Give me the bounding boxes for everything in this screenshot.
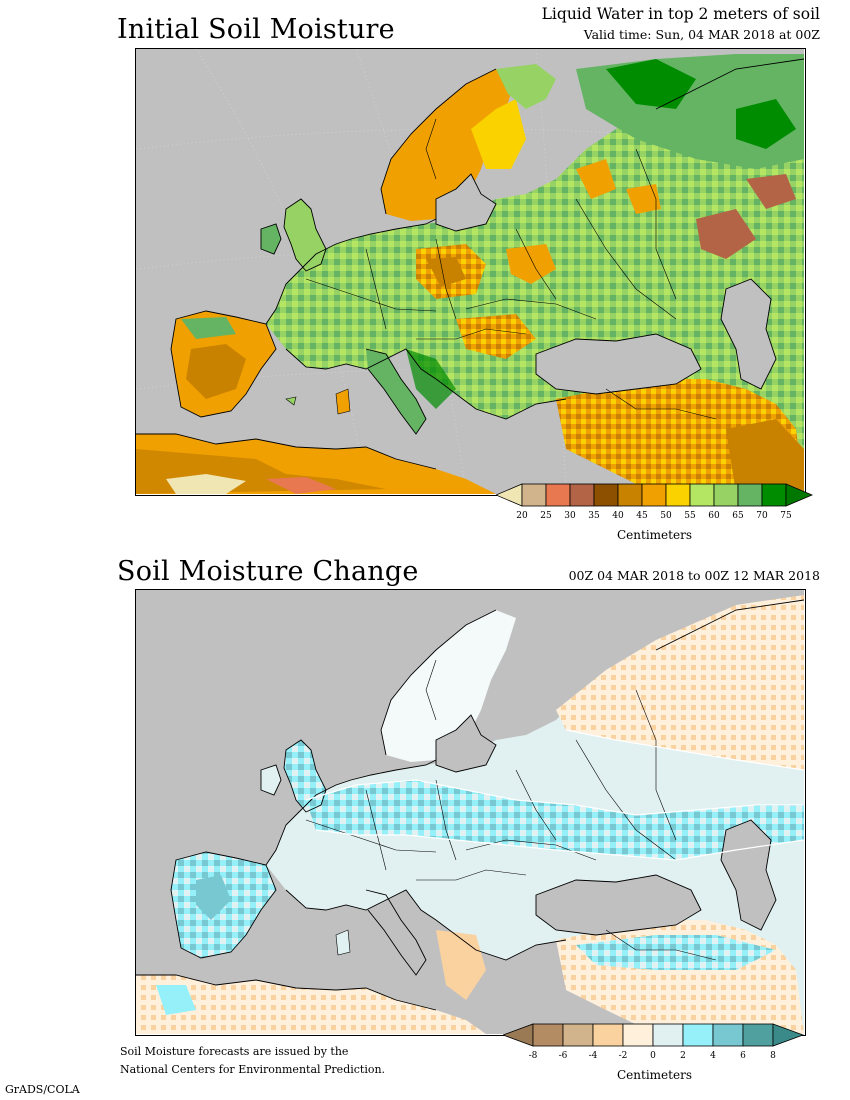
colorbar-swatch bbox=[761, 483, 787, 507]
colorbar-tick-label: -4 bbox=[588, 1051, 598, 1061]
colorbar-tick-label: 8 bbox=[770, 1051, 776, 1061]
british-isles-land bbox=[284, 199, 326, 271]
colorbar-swatch bbox=[617, 483, 643, 507]
colorbar-swatch bbox=[712, 1023, 744, 1047]
baltic-sea bbox=[435, 173, 497, 232]
caspian-sea bbox=[720, 278, 777, 390]
colorbar-swatch bbox=[682, 1023, 714, 1047]
colorbar-tick-label: 6 bbox=[740, 1051, 746, 1061]
colorbar-swatch bbox=[689, 483, 715, 507]
credit-line-1: Soil Moisture forecasts are issued by th… bbox=[120, 1045, 349, 1058]
colorbar-tick-label: 20 bbox=[516, 511, 528, 521]
colorbar-tick-label: 45 bbox=[636, 511, 648, 521]
colorbar-tick-label: 60 bbox=[708, 511, 720, 521]
colorbar-tick-label: -8 bbox=[528, 1051, 538, 1061]
credit-line-2: National Centers for Environmental Predi… bbox=[120, 1063, 386, 1076]
soil-moisture-change-colorbar bbox=[503, 1023, 805, 1047]
colorbar-tick-label: 4 bbox=[710, 1051, 716, 1061]
colorbar-swatch bbox=[545, 483, 571, 507]
colorbar-low-arrow bbox=[503, 1023, 534, 1047]
colorbar-swatch bbox=[742, 1023, 774, 1047]
colorbar-tick-label: -6 bbox=[558, 1051, 568, 1061]
colorbar-low-arrow bbox=[496, 483, 523, 507]
colorbar-tick-label: 50 bbox=[660, 511, 672, 521]
panel2-colorbar-units: Centimeters bbox=[617, 1068, 692, 1082]
colorbar-tick-label: 35 bbox=[588, 511, 600, 521]
colorbar-swatch bbox=[521, 483, 547, 507]
colorbar-swatch bbox=[713, 483, 739, 507]
colorbar-tick-label: -2 bbox=[618, 1051, 628, 1061]
colorbar-tick-label: 40 bbox=[612, 511, 624, 521]
caspian-sea-2 bbox=[720, 819, 777, 931]
colorbar-tick-label: 2 bbox=[680, 1051, 686, 1061]
colorbar-tick-label: 65 bbox=[732, 511, 744, 521]
soil-moisture-colorbar bbox=[496, 483, 814, 507]
colorbar-tick-label: 25 bbox=[540, 511, 552, 521]
panel1-title: Initial Soil Moisture bbox=[117, 14, 395, 45]
colorbar-tick-label: 55 bbox=[684, 511, 696, 521]
panel1-colorbar-units: Centimeters bbox=[617, 528, 692, 542]
colorbar-swatch bbox=[652, 1023, 684, 1047]
colorbar-swatch bbox=[665, 483, 691, 507]
colorbar-swatch bbox=[562, 1023, 594, 1047]
scandinavia-land bbox=[381, 69, 516, 221]
colorbar-tick-label: 0 bbox=[650, 1051, 656, 1061]
soil-moisture-map bbox=[135, 48, 806, 496]
colorbar-swatch bbox=[737, 483, 763, 507]
colorbar-high-arrow bbox=[785, 483, 814, 507]
black-sea bbox=[535, 333, 702, 395]
colorbar-swatch bbox=[592, 1023, 624, 1047]
software-credit: GrADS/COLA bbox=[5, 1083, 80, 1096]
panel2-period: 00Z 04 MAR 2018 to 00Z 12 MAR 2018 bbox=[568, 568, 820, 583]
panel1-subtitle: Liquid Water in top 2 meters of soil bbox=[541, 5, 820, 23]
baltic-sea-2 bbox=[435, 714, 497, 773]
panel1-valid-time: Valid time: Sun, 04 MAR 2018 at 00Z bbox=[583, 27, 820, 42]
colorbar-swatch bbox=[569, 483, 595, 507]
colorbar-swatch bbox=[593, 483, 619, 507]
colorbar-high-arrow bbox=[772, 1023, 805, 1047]
soil-moisture-change-map bbox=[135, 589, 806, 1036]
colorbar-swatch bbox=[622, 1023, 654, 1047]
colorbar-tick-label: 70 bbox=[756, 511, 768, 521]
black-sea-2 bbox=[535, 874, 702, 936]
colorbar-tick-label: 30 bbox=[564, 511, 576, 521]
colorbar-swatch bbox=[532, 1023, 564, 1047]
colorbar-swatch bbox=[641, 483, 667, 507]
colorbar-tick-label: 75 bbox=[780, 511, 792, 521]
panel2-title: Soil Moisture Change bbox=[117, 556, 419, 587]
